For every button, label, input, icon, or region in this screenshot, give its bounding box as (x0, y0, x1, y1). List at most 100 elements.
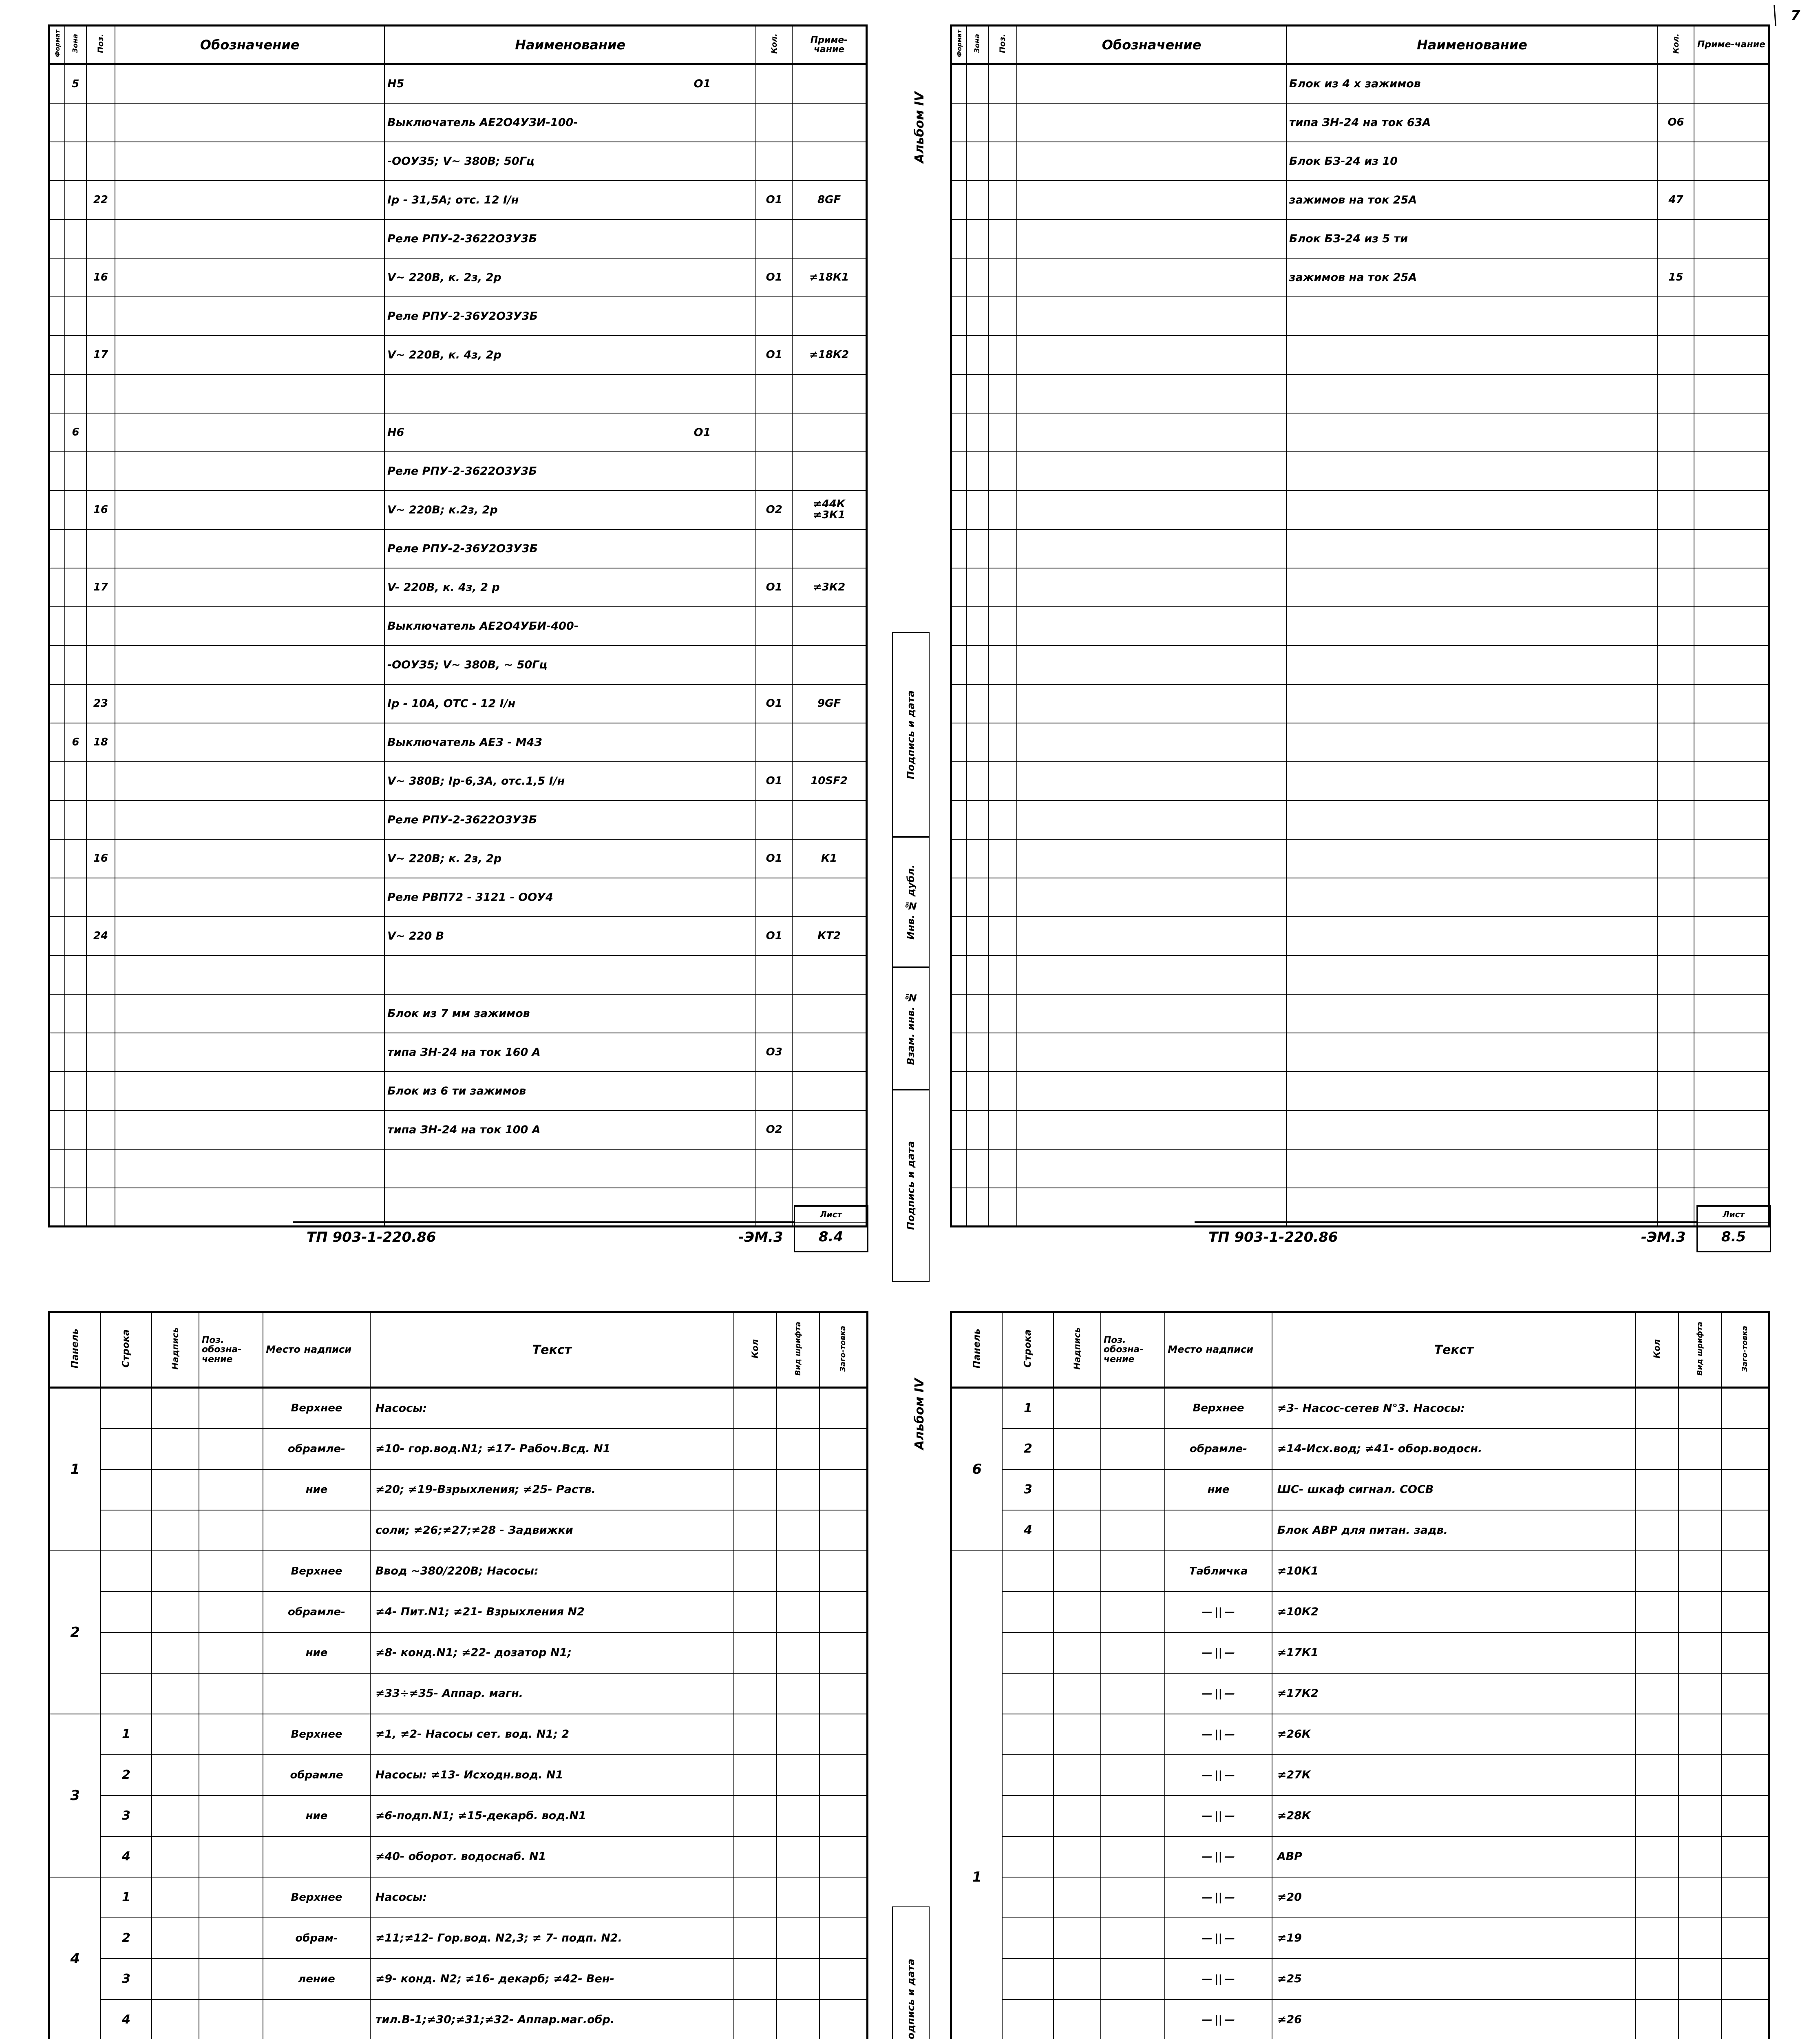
side-strip-bottom-cell-0: Подпись и дата (892, 1906, 930, 2039)
spec-cell-zone (64, 296, 87, 336)
spec-cell-name: Реле РПУ-2-3622О3У3Б (384, 219, 757, 259)
empty-cell (987, 1187, 1018, 1227)
spec-cell-zone (64, 102, 87, 142)
spec-cell-designation (115, 567, 385, 607)
empty-cell (966, 296, 989, 336)
labels-cell-inscription (1053, 1632, 1101, 1674)
spec-cell-zone (64, 374, 87, 414)
labels-cell-pos-designation (1100, 1999, 1166, 2039)
empty-cell (755, 1148, 793, 1188)
labels-cell-inscription (1053, 1591, 1101, 1633)
labels-cell-qty (1635, 1999, 1679, 2039)
spec-left-header-zone: Зона (64, 25, 87, 65)
table-row: — || — ≠27К (951, 1754, 1770, 1796)
spec-cell-format (49, 1032, 66, 1072)
spec-cell-qty (755, 800, 793, 840)
spec-cell-pos (86, 761, 116, 801)
spec-cell-format (49, 141, 66, 181)
table-row-empty (950, 645, 1770, 685)
empty-cell (1693, 1071, 1770, 1111)
empty-cell (1693, 722, 1770, 762)
empty-cell (1657, 645, 1694, 685)
labels-cell-qty (1635, 1387, 1679, 1429)
spec-cell-name: V- 220В, к. 4з, 2 р (384, 567, 757, 607)
table-row: — || — ≠10К2 (951, 1591, 1770, 1633)
empty-cell (1016, 451, 1287, 491)
table-row: 5 Н5 О1 (49, 64, 867, 104)
labels-cell-place: Табличка (1164, 1550, 1272, 1592)
labels-cell-row: 4 (100, 1836, 152, 1878)
labels-cell-qty (733, 1387, 777, 1429)
spec-cell-designation (115, 1110, 385, 1150)
labels-right-header-place: Место надписи (1164, 1311, 1272, 1389)
empty-cell (1016, 1110, 1287, 1150)
table-row-empty (950, 451, 1770, 491)
empty-cell (950, 529, 967, 568)
spec-cell-format (49, 490, 66, 530)
empty-cell (966, 1071, 989, 1111)
labels-cell-place: ние (1164, 1468, 1272, 1510)
spec-cell-designation (115, 141, 385, 181)
labels-cell-blank (819, 1387, 868, 1429)
empty-cell (950, 993, 967, 1033)
labels-cell-place: — || — (1164, 1672, 1272, 1714)
table-row: типа ЗН-24 на ток 63А О6 (950, 102, 1770, 142)
labels-left-header-pos-designation: Поз. обозна-чение (198, 1311, 264, 1389)
empty-cell (1285, 645, 1659, 685)
empty-cell (950, 877, 967, 917)
labels-cell-panel: 2 (49, 1550, 101, 1714)
labels-cell-place: — || — (1164, 1632, 1272, 1674)
table-row: 1 Табличка ≠10К1 (950, 1550, 1770, 2039)
spec-cell-designation (1016, 180, 1287, 220)
table-row: 16 V~ 220В, к. 2з, 2р О1 ≠18К1 (49, 257, 867, 297)
spec-cell-zone (64, 645, 87, 685)
empty-cell (1657, 529, 1694, 568)
labels-cell-inscription (151, 1876, 199, 1918)
spec-left-header-format: Формат (49, 25, 66, 65)
empty-cell (1657, 1032, 1694, 1072)
labels-cell-qty (733, 1468, 777, 1510)
table-row: зажимов на ток 25А 15 (950, 257, 1770, 297)
empty-cell (987, 838, 1018, 878)
empty-cell (1285, 374, 1659, 414)
empty-cell (1016, 838, 1287, 878)
labels-cell-font-kind (776, 1754, 820, 1796)
table-row: Реле РВП72 - 3121 - ООУ4 (49, 877, 867, 917)
spec-cell-name: типа ЗН-24 на ток 160 А (384, 1032, 757, 1072)
labels-cell-pos-designation (198, 1387, 264, 1429)
labels-left-header-inscription: Надпись (151, 1311, 199, 1389)
labels-cell-place: — || — (1164, 1999, 1272, 2039)
spec-cell-qty (755, 102, 793, 142)
spec-cell-format (49, 722, 66, 762)
empty-cell (1693, 490, 1770, 530)
spec-cell-pos (86, 645, 116, 685)
labels-cell-blank (819, 1876, 868, 1918)
empty-cell (966, 1148, 989, 1188)
empty-cell (64, 1187, 87, 1227)
labels-cell-row (1002, 1632, 1054, 1674)
labels-cell-blank (819, 1550, 868, 1592)
spec-cell-qty (755, 1071, 793, 1111)
table-row-empty (950, 296, 1770, 336)
table-row: — || — АВР (951, 1836, 1770, 1878)
spec-cell-qty (1657, 141, 1694, 181)
labels-cell-pos-designation (198, 1591, 264, 1633)
empty-cell (1285, 412, 1659, 452)
table-row: 2 обрамле- ≠14-Исх.вод; ≠41- обор.водосн. (951, 1428, 1770, 1470)
labels-cell-inscription (1053, 1917, 1101, 1959)
spec-cell-pos (86, 219, 116, 259)
labels-cell-qty (733, 1999, 777, 2039)
labels-cell-row: 2 (100, 1917, 152, 1959)
sheet-corner-page-number: 7 (1791, 7, 1800, 24)
empty-cell (950, 296, 967, 336)
spec-cell-name: Выключатель АЕ2О4УЗИ-100- (384, 102, 757, 142)
spec-cell-note (1693, 257, 1770, 297)
table-row: Реле РПУ-2-3622О3У3Б (49, 219, 867, 259)
labels-cell-pos-designation (1100, 1836, 1166, 1878)
empty-cell (1657, 451, 1694, 491)
spec-cell-qty (755, 412, 793, 452)
empty-cell (950, 567, 967, 607)
labels-cell-place: ние (263, 1795, 371, 1837)
spec-cell-qty: О1 (755, 761, 793, 801)
empty-cell (950, 645, 967, 685)
